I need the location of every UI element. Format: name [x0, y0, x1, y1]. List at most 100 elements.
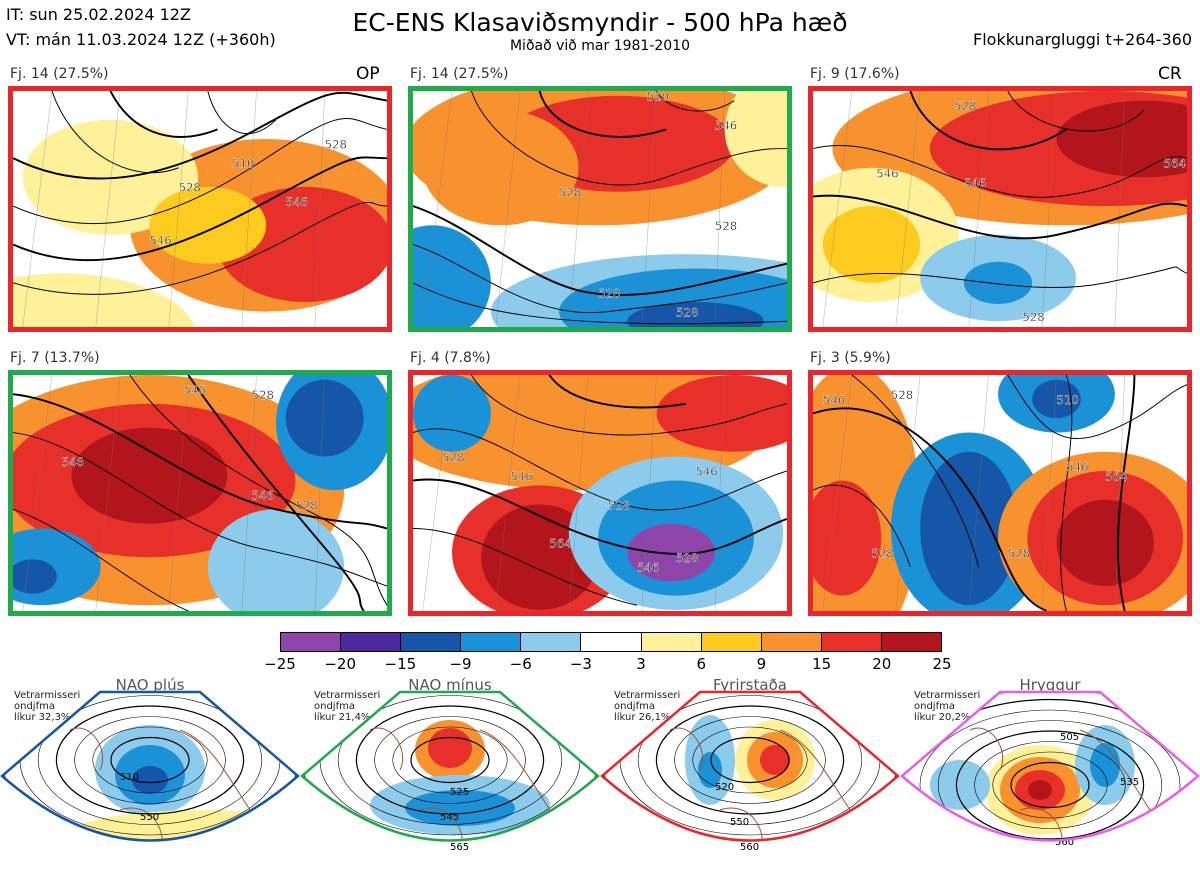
- geopotential-contour: [1007, 91, 1145, 132]
- cluster-2-map: 510 528 546 528 528 528: [408, 86, 792, 332]
- geopotential-contour: [51, 91, 179, 174]
- contour-label: 528: [676, 551, 698, 565]
- initial-time: IT: sun 25.02.2024 12Z: [6, 5, 191, 24]
- regime-4-map: 505 535 560: [900, 690, 1200, 874]
- anomaly-area: [422, 110, 579, 226]
- contour-label: 528: [608, 498, 630, 512]
- cluster-1-tag: OP: [356, 64, 380, 84]
- valid-time: VT: mán 11.03.2024 12Z (+360h): [6, 30, 276, 49]
- contour-label: 564: [1164, 157, 1186, 171]
- anomaly-area: [13, 559, 57, 594]
- geopotential-contour: [851, 375, 980, 567]
- anomaly-area: [428, 728, 472, 768]
- regime-4-info: Vetrarmisseri ondjfma líkur 20,2%: [914, 690, 981, 723]
- page-title: EC-ENS Klasaviðsmyndir - 500 hPa hæð: [352, 8, 848, 37]
- cluster-6-map: 546 528 528 510 546 564 528: [808, 370, 1192, 616]
- contour-label: 528: [442, 450, 464, 464]
- geopotential-contour: [13, 156, 387, 262]
- contour-label: 528: [179, 181, 201, 195]
- geopotential-contour: [109, 91, 218, 138]
- geopotential-contour: [656, 91, 735, 112]
- contour-label: 546: [149, 234, 171, 248]
- geopotential-contour: [413, 428, 787, 511]
- contour-label: 546: [183, 383, 205, 397]
- contour-label: 528: [676, 306, 698, 320]
- anomaly-area: [920, 451, 1018, 606]
- anomaly-area: [760, 745, 790, 775]
- anomaly-area: [1056, 100, 1187, 178]
- geopotential-contour: [413, 528, 638, 606]
- geopotential-contour: [813, 484, 911, 568]
- cluster-2-field: 510 528 546 528 528 528: [413, 91, 787, 327]
- geopotential-contour: [13, 201, 387, 295]
- cluster-2-label: Fj. 14 (27.5%): [410, 66, 509, 82]
- anomaly-area: [1007, 852, 1043, 868]
- contour-label: 528: [252, 388, 274, 402]
- contour-label: 564: [549, 537, 571, 551]
- cluster-1-map: 510 528 546 528 546: [8, 86, 392, 332]
- contour-label: 510: [120, 772, 139, 783]
- anomaly-area: [822, 206, 921, 283]
- contour-label: 546: [252, 489, 274, 503]
- contour-label: 546: [637, 561, 659, 575]
- contour-label: 546: [1066, 460, 1088, 474]
- anomaly-area: [207, 509, 345, 611]
- cluster-1-label: Fj. 14 (27.5%): [10, 66, 109, 82]
- geopotential-contour: [909, 91, 1067, 151]
- anomaly-area: [261, 215, 369, 283]
- contour-label: 528: [295, 498, 317, 512]
- colorbar-tick-label: 3: [636, 655, 646, 673]
- geopotential-contour: [1116, 375, 1136, 611]
- regime-3-name: Fyrirstaða: [713, 676, 787, 694]
- colorbar-tick-label: −9: [449, 655, 472, 673]
- contour-label: 546: [823, 393, 845, 407]
- contour-label: 510: [1056, 393, 1078, 407]
- colorbar-tick-label: −3: [569, 655, 592, 673]
- geopotential-contour: [413, 478, 787, 555]
- geopotential-contour: [13, 91, 387, 180]
- regime-frame: [900, 690, 1200, 842]
- regime-4-name: Hryggur: [1019, 676, 1081, 694]
- geopotential-contour: [548, 375, 686, 409]
- anomaly-colorbar: [280, 632, 942, 652]
- contour-label: 550: [730, 817, 749, 828]
- contour-label: 510: [647, 91, 669, 104]
- geopotential-contour: [129, 375, 387, 606]
- contour-label: 528: [1008, 546, 1030, 560]
- geopotential-contour: [1007, 375, 1187, 439]
- cluster-4-label: Fj. 7 (13.7%): [10, 350, 100, 366]
- geopotential-contour: [13, 432, 387, 587]
- colorbar-tick-label: 6: [696, 655, 707, 673]
- anomaly-area: [405, 790, 515, 826]
- contour-label: 520: [715, 782, 734, 793]
- contour-label: 546: [510, 470, 532, 484]
- contour-label: 560: [1055, 837, 1074, 848]
- geopotential-contour: [470, 91, 787, 186]
- anomaly-area: [1028, 780, 1052, 800]
- contour-label: 546: [695, 465, 717, 479]
- contour-label: 528: [891, 388, 913, 402]
- cluster-6-field: 546 528 528 510 546 564 528: [813, 375, 1187, 611]
- anomaly-area: [1032, 379, 1081, 419]
- colorbar-segment: [281, 633, 342, 651]
- colorbar-segment: [581, 633, 642, 651]
- colorbar-segment: [701, 633, 762, 651]
- cluster-5-label: Fj. 4 (7.8%): [410, 350, 491, 366]
- geopotential-contour: [813, 266, 1187, 289]
- cluster-4-field: 546 528 546 546 528: [13, 375, 387, 611]
- anomaly-area: [724, 91, 787, 187]
- colorbar-tick-label: 20: [872, 655, 892, 673]
- anomaly-area: [481, 504, 599, 611]
- cluster-window: Flokkunargluggi t+264-360: [973, 30, 1192, 49]
- regime-frame: [600, 690, 900, 842]
- regime-1-map: 510 550: [0, 690, 300, 874]
- colorbar-tick-label: 25: [932, 655, 952, 673]
- contour-label: 545: [440, 812, 459, 823]
- geopotential-contour: [471, 375, 787, 436]
- colorbar-tick-label: −25: [264, 655, 296, 673]
- geopotential-contour: [13, 118, 387, 225]
- regime-1-info: Vetrarmisseri ondjfma líkur 32,3%: [14, 690, 81, 723]
- anomaly-area: [656, 375, 787, 452]
- regime-1-name: NAO plús: [115, 676, 185, 694]
- contour-label: 528: [1022, 310, 1044, 324]
